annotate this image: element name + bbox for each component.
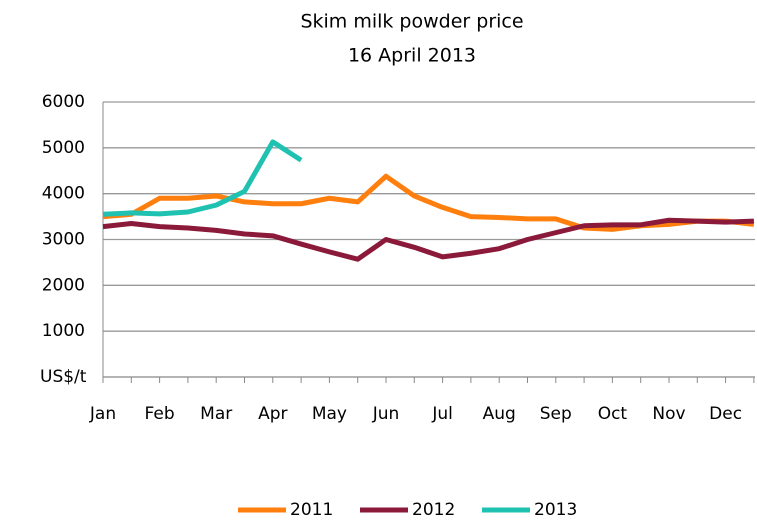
x-tick-label: Jun	[372, 404, 400, 424]
y-tick-label: 3000	[42, 230, 85, 250]
legend-label: 2012	[412, 500, 455, 520]
chart-subtitle: 16 April 2013	[348, 45, 476, 67]
x-tick-label: Sep	[540, 404, 572, 424]
x-tick-label: Nov	[652, 404, 685, 424]
y-tick-label: 6000	[42, 92, 85, 112]
x-tick-label: Feb	[145, 404, 175, 424]
chart-title: Skim milk powder price	[300, 11, 523, 33]
y-tick-label: 2000	[42, 275, 85, 295]
y-tick-label: 5000	[42, 138, 85, 158]
series-line	[102, 139, 303, 217]
x-tick-label: May	[312, 404, 347, 424]
x-tick-label: Aug	[483, 404, 516, 424]
series-line	[102, 217, 754, 262]
legend-label: 2011	[290, 500, 333, 520]
x-tick-label: Jan	[89, 404, 116, 424]
x-tick-label: Jul	[431, 404, 453, 424]
x-tick-label: Dec	[709, 404, 742, 424]
x-tick-label: Oct	[598, 404, 628, 424]
y-tick-label: 1000	[42, 321, 85, 341]
x-tick-label: Apr	[258, 404, 287, 424]
y-tick-label: 4000	[42, 184, 85, 204]
legend-label: 2013	[534, 500, 577, 520]
y-tick-label: US$/t	[40, 367, 87, 387]
x-tick-label: Mar	[200, 404, 232, 424]
